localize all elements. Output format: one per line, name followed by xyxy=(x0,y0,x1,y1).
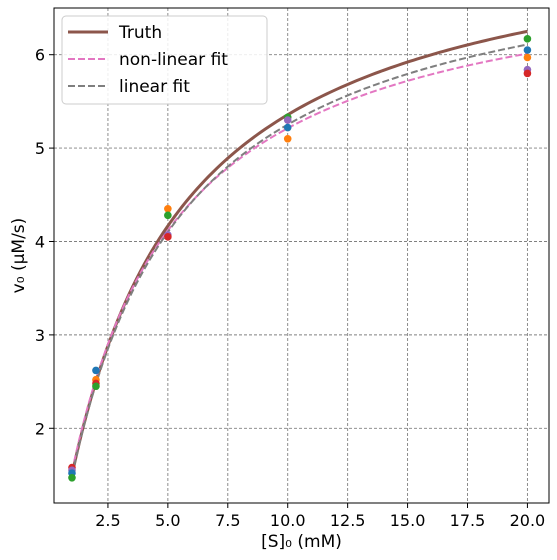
curves xyxy=(70,29,528,477)
x-tick-label: 5.0 xyxy=(155,511,180,530)
y-tick-label: 5 xyxy=(35,139,45,158)
data-point xyxy=(523,35,532,43)
data-point xyxy=(523,53,532,62)
x-tick-label: 7.5 xyxy=(215,511,240,530)
legend-label: Truth xyxy=(118,23,162,43)
y-tick-label: 2 xyxy=(35,419,45,438)
y-axis-label: v₀ (μM/s) xyxy=(9,218,29,294)
data-point xyxy=(523,46,532,54)
data-point xyxy=(164,233,172,241)
data-point xyxy=(92,366,100,375)
legend-box xyxy=(61,15,268,105)
y-tick-label: 3 xyxy=(35,326,45,345)
data-point xyxy=(164,211,172,220)
data-point xyxy=(68,473,76,482)
legend-label: non-linear fit xyxy=(119,50,228,70)
data-point xyxy=(283,123,292,132)
series-line-linear-fit xyxy=(71,43,528,477)
data-point xyxy=(283,134,292,143)
series-line-non-linear-fit xyxy=(71,52,528,472)
data-point xyxy=(283,116,292,124)
data-point xyxy=(92,382,100,391)
x-tick-label: 20.0 xyxy=(510,511,546,530)
legend-label: linear fit xyxy=(119,77,190,97)
y-axis-ticks: 2 3 4 5 6 xyxy=(35,46,54,438)
x-tick-label: 12.5 xyxy=(330,511,366,530)
data-point xyxy=(164,205,172,213)
x-axis-label: [S]₀ (mM) xyxy=(261,532,342,552)
legend: Truth non-linear fit linear fit xyxy=(61,15,268,105)
y-tick-label: 6 xyxy=(35,46,45,65)
x-axis-ticks: 2.5 5.0 7.5 10.0 12.5 15.0 17.5 20.0 xyxy=(95,503,545,530)
x-tick-label: 2.5 xyxy=(95,511,120,530)
data-point xyxy=(523,69,532,78)
x-tick-label: 15.0 xyxy=(390,511,426,530)
series-line-Truth xyxy=(70,29,528,476)
x-tick-label: 10.0 xyxy=(270,511,306,530)
data-points xyxy=(68,35,532,482)
x-tick-label: 17.5 xyxy=(450,511,486,530)
y-tick-label: 4 xyxy=(35,232,45,251)
plot-frame xyxy=(53,7,550,504)
